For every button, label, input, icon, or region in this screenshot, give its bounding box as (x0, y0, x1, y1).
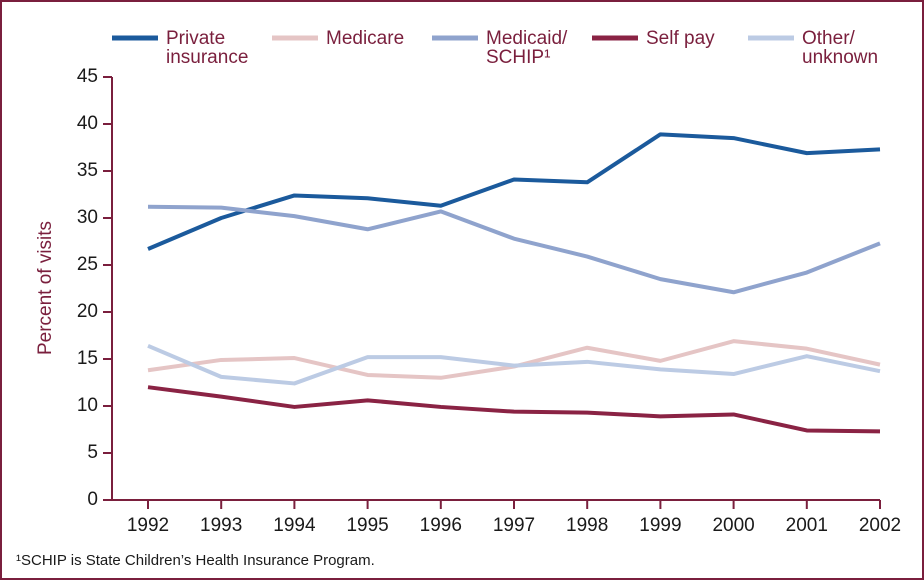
x-tick-label: 1993 (200, 515, 242, 536)
y-tick-label: 40 (77, 113, 98, 134)
x-tick-label: 1995 (346, 515, 388, 536)
y-tick-label: 35 (77, 160, 98, 181)
y-tick-label: 10 (77, 395, 98, 416)
x-tick-label: 1999 (639, 515, 681, 536)
y-tick-label: 45 (77, 66, 98, 87)
series-line (147, 339, 881, 380)
y-tick-label: 15 (77, 348, 98, 369)
footnote: ¹SCHIP is State Children’s Health Insura… (16, 552, 375, 569)
legend-label: Self pay (646, 28, 715, 49)
y-tick-label: 25 (77, 254, 98, 275)
series-line (147, 204, 881, 295)
y-tick-label: 30 (77, 207, 98, 228)
y-tick-label: 5 (87, 442, 98, 463)
series-line (147, 343, 881, 386)
x-tick-label: 1994 (273, 515, 316, 536)
legend-label: Medicare (326, 28, 405, 49)
x-tick-label: 2000 (712, 515, 754, 536)
series-line (147, 132, 881, 251)
x-tick-label: 1992 (127, 515, 169, 536)
legend-label: Private insurance (166, 28, 249, 68)
x-tick-label: 2002 (859, 515, 901, 536)
x-tick-label: 2001 (786, 515, 828, 536)
y-axis-label: Percent of visits (35, 221, 56, 355)
legend-label: Medicaid/ SCHIP¹ (486, 28, 568, 68)
x-tick-label: 1996 (420, 515, 462, 536)
y-tick-label: 20 (77, 301, 98, 322)
x-tick-label: 1998 (566, 515, 608, 536)
legend-label: Other/ unknown (802, 28, 879, 68)
series-line (147, 385, 881, 434)
y-tick-label: 0 (87, 489, 98, 510)
x-tick-label: 1997 (493, 515, 535, 536)
